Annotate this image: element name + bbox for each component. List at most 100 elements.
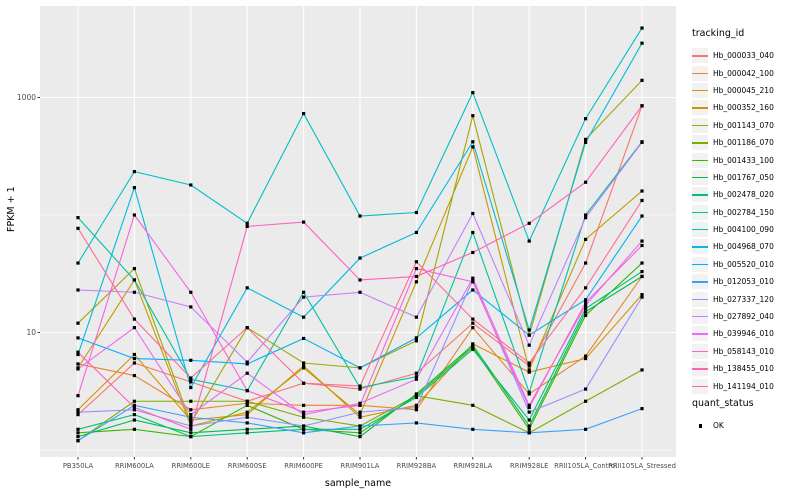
data-point <box>245 421 249 425</box>
legend-line-icon <box>692 263 708 266</box>
data-point <box>640 293 644 297</box>
legend-line-icon <box>692 89 708 92</box>
legend-key-swatch <box>692 100 708 116</box>
data-point <box>640 274 644 279</box>
data-point <box>527 390 531 394</box>
data-point <box>132 213 136 217</box>
data-point <box>584 137 588 141</box>
data-point <box>76 435 80 439</box>
data-point <box>527 328 531 332</box>
legend-item-Hb_001767_050: Hb_001767_050 <box>692 169 798 186</box>
legend-key-swatch <box>692 256 708 272</box>
legend-line-icon <box>692 246 708 248</box>
x-tick-label: RRIM901LA <box>341 462 380 470</box>
data-point <box>189 385 193 390</box>
legend-label: Hb_001767_050 <box>713 172 774 182</box>
legend-item-Hb_004968_070: Hb_004968_070 <box>692 238 798 255</box>
data-point <box>189 290 193 294</box>
data-point <box>414 408 418 412</box>
legend-line-icon <box>692 368 708 370</box>
data-point <box>414 230 418 235</box>
data-point <box>527 333 531 337</box>
x-tick-label: RRII105LA_Control <box>554 462 617 470</box>
x-tick-label: PB350LA <box>63 462 94 470</box>
data-point <box>527 427 531 431</box>
data-point <box>640 78 644 82</box>
data-point <box>132 290 136 294</box>
quant-legend-title: quant_status <box>692 398 754 409</box>
data-point <box>640 41 644 45</box>
legend-line-icon <box>692 298 708 301</box>
data-point <box>471 326 475 330</box>
legend-label: Hb_000045_210 <box>713 85 774 95</box>
data-point <box>76 350 80 354</box>
legend-label: Hb_027337_120 <box>713 294 774 304</box>
data-point <box>471 250 475 255</box>
x-tick-label: RRIM600LA <box>115 462 154 470</box>
quant-legend-item: OK <box>692 417 798 434</box>
data-point <box>584 427 588 431</box>
data-point <box>584 261 588 265</box>
legend-line-icon <box>692 176 708 179</box>
data-point <box>584 180 588 184</box>
data-point <box>584 399 588 403</box>
legend-line-icon <box>692 350 708 353</box>
data-point <box>471 145 475 149</box>
tracking-id-legend: tracking_id Hb_000033_040 Hb_000042_100 Hb… <box>692 28 798 395</box>
data-point <box>471 288 475 292</box>
data-point <box>414 280 418 284</box>
data-point <box>358 431 362 435</box>
data-point <box>527 370 531 374</box>
data-point <box>527 403 531 407</box>
data-point <box>189 380 193 384</box>
data-point <box>132 317 136 321</box>
data-point <box>527 368 531 372</box>
data-point <box>471 403 475 407</box>
data-point <box>76 367 80 371</box>
data-point <box>76 427 80 431</box>
data-point <box>76 352 80 357</box>
data-point <box>414 315 418 319</box>
data-point <box>584 117 588 121</box>
data-point <box>584 387 588 391</box>
data-point <box>358 410 362 414</box>
data-point <box>584 303 588 308</box>
data-point <box>471 91 475 95</box>
legend-label: Hb_005520_010 <box>713 259 774 269</box>
data-point <box>76 226 80 230</box>
data-point <box>132 356 136 361</box>
legend-line-icon <box>692 159 708 161</box>
legend-line-icon <box>692 281 708 283</box>
legend-line-icon <box>692 124 708 127</box>
data-point <box>414 394 418 398</box>
data-point <box>471 347 475 351</box>
legend-label: Hb_000042_100 <box>713 68 774 78</box>
legend-line-icon <box>692 142 708 144</box>
legend-item-Hb_002784_150: Hb_002784_150 <box>692 204 798 221</box>
data-point <box>132 427 136 431</box>
data-point <box>189 424 193 428</box>
data-point <box>245 371 249 375</box>
legend-label: Hb_039946_010 <box>713 329 774 339</box>
data-point <box>302 413 306 417</box>
legend-item-Hb_027892_040: Hb_027892_040 <box>692 308 798 325</box>
data-point <box>358 401 362 405</box>
data-point <box>527 221 531 225</box>
legend-item-Hb_000352_160: Hb_000352_160 <box>692 99 798 116</box>
data-point <box>245 399 249 403</box>
data-point <box>584 213 588 217</box>
data-point <box>414 405 418 410</box>
data-point <box>640 261 644 265</box>
legend-item-Hb_000033_040: Hb_000033_040 <box>692 47 798 64</box>
data-point <box>189 427 193 431</box>
data-point <box>189 415 193 419</box>
x-axis-title: sample_name <box>324 478 392 489</box>
data-point <box>358 214 362 218</box>
data-point <box>358 415 362 419</box>
ok-square-icon <box>698 424 702 428</box>
legend-label: Hb_000033_040 <box>713 51 774 61</box>
data-point <box>245 360 249 364</box>
legend-label: Hb_001186_070 <box>713 138 774 148</box>
legend-line-icon <box>692 229 708 231</box>
